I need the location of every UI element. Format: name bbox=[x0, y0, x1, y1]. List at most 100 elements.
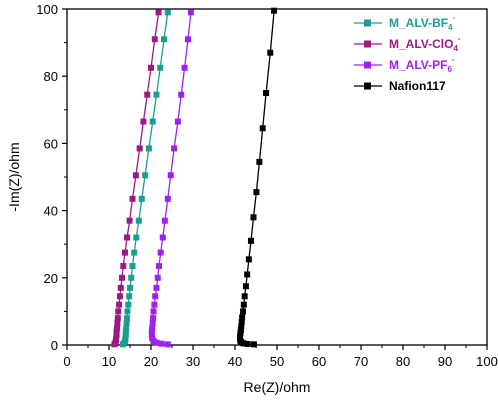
legend-entry: Nafion117 bbox=[354, 79, 446, 93]
y-tick-label: 80 bbox=[44, 69, 58, 84]
x-tick-label: 80 bbox=[396, 354, 410, 369]
data-point bbox=[150, 308, 157, 315]
data-point bbox=[145, 145, 152, 152]
x-tick-label: 40 bbox=[228, 354, 242, 369]
data-point bbox=[129, 195, 136, 202]
series-layer bbox=[111, 7, 278, 348]
legend-marker bbox=[364, 61, 371, 69]
data-point bbox=[237, 326, 244, 333]
data-point bbox=[121, 249, 128, 256]
data-point bbox=[129, 263, 136, 270]
data-point bbox=[126, 293, 133, 300]
legend-marker bbox=[364, 40, 371, 48]
series-3 bbox=[237, 7, 278, 348]
data-point bbox=[239, 314, 246, 321]
axes: 0 10 20 30 40 50 60 70 80 90 100 0 20 40 60 80 100 bbox=[36, 2, 498, 369]
data-point bbox=[240, 301, 247, 308]
data-point bbox=[128, 274, 135, 281]
data-point bbox=[122, 331, 129, 338]
x-tick-label: 10 bbox=[102, 354, 116, 369]
data-point bbox=[132, 172, 139, 179]
data-point bbox=[131, 249, 138, 256]
data-point bbox=[167, 172, 174, 179]
legend-marker bbox=[364, 19, 371, 27]
y-tick-label: 60 bbox=[44, 136, 58, 151]
data-point bbox=[171, 145, 178, 152]
data-point bbox=[113, 335, 120, 342]
data-point bbox=[120, 263, 127, 270]
data-point bbox=[161, 217, 168, 224]
series-0 bbox=[119, 9, 171, 348]
x-axis-title: Re(Z)/ohm bbox=[244, 379, 311, 395]
data-point bbox=[241, 293, 248, 300]
data-point bbox=[115, 308, 122, 315]
series-2 bbox=[148, 9, 194, 348]
data-point bbox=[113, 331, 120, 338]
data-point bbox=[153, 284, 160, 291]
x-tick-label: 90 bbox=[438, 354, 452, 369]
data-point bbox=[238, 319, 245, 326]
data-point bbox=[114, 320, 121, 327]
data-point bbox=[148, 331, 155, 338]
data-point bbox=[140, 118, 147, 125]
legend-label: M_ALV-ClO4- bbox=[389, 34, 461, 53]
data-point bbox=[152, 293, 159, 300]
data-point bbox=[157, 249, 164, 256]
data-point bbox=[250, 214, 257, 221]
data-point bbox=[174, 118, 181, 125]
data-point bbox=[144, 91, 151, 98]
data-point bbox=[149, 335, 156, 342]
data-point bbox=[119, 274, 126, 281]
data-point bbox=[181, 64, 188, 71]
data-point bbox=[157, 64, 164, 71]
data-point bbox=[242, 283, 249, 290]
data-point bbox=[151, 36, 158, 43]
data-point bbox=[123, 320, 130, 327]
data-point bbox=[122, 335, 129, 342]
data-point bbox=[267, 49, 274, 56]
data-point bbox=[122, 328, 129, 335]
x-tick-label: 0 bbox=[63, 354, 70, 369]
data-point bbox=[125, 301, 132, 308]
legend-entry: M_ALV-PF6- bbox=[354, 55, 455, 74]
data-point bbox=[184, 36, 191, 43]
y-tick-label: 40 bbox=[44, 204, 58, 219]
legend-label: M_ALV-PF6- bbox=[389, 55, 455, 74]
data-point bbox=[164, 195, 171, 202]
data-point bbox=[138, 195, 145, 202]
data-point bbox=[114, 315, 121, 322]
x-tick-label: 20 bbox=[144, 354, 158, 369]
data-point bbox=[148, 328, 155, 335]
data-point bbox=[244, 340, 251, 347]
data-point bbox=[149, 325, 156, 332]
data-point bbox=[164, 341, 171, 348]
data-point bbox=[263, 90, 270, 96]
data-point bbox=[238, 323, 245, 330]
data-point bbox=[113, 328, 120, 335]
data-point bbox=[123, 325, 130, 332]
legend-marker bbox=[364, 82, 371, 90]
legend-label: Nafion117 bbox=[389, 79, 446, 93]
data-point bbox=[237, 333, 244, 340]
data-point bbox=[159, 234, 166, 241]
data-point bbox=[133, 234, 140, 241]
data-point bbox=[135, 217, 142, 224]
series-1 bbox=[111, 9, 162, 348]
data-point bbox=[150, 315, 157, 322]
x-tick-label: 30 bbox=[186, 354, 200, 369]
data-point bbox=[247, 237, 254, 244]
data-point bbox=[178, 91, 185, 98]
x-tick-label: 60 bbox=[312, 354, 326, 369]
data-point bbox=[155, 9, 162, 16]
data-point bbox=[253, 189, 260, 196]
data-point bbox=[127, 284, 133, 291]
y-tick-label: 20 bbox=[44, 271, 58, 286]
data-point bbox=[237, 330, 244, 337]
x-tick-label: 50 bbox=[270, 354, 284, 369]
data-point bbox=[116, 293, 123, 300]
data-point bbox=[149, 320, 156, 327]
data-point bbox=[142, 172, 149, 179]
data-point bbox=[239, 308, 246, 315]
data-point bbox=[164, 9, 171, 16]
data-point bbox=[187, 9, 194, 16]
